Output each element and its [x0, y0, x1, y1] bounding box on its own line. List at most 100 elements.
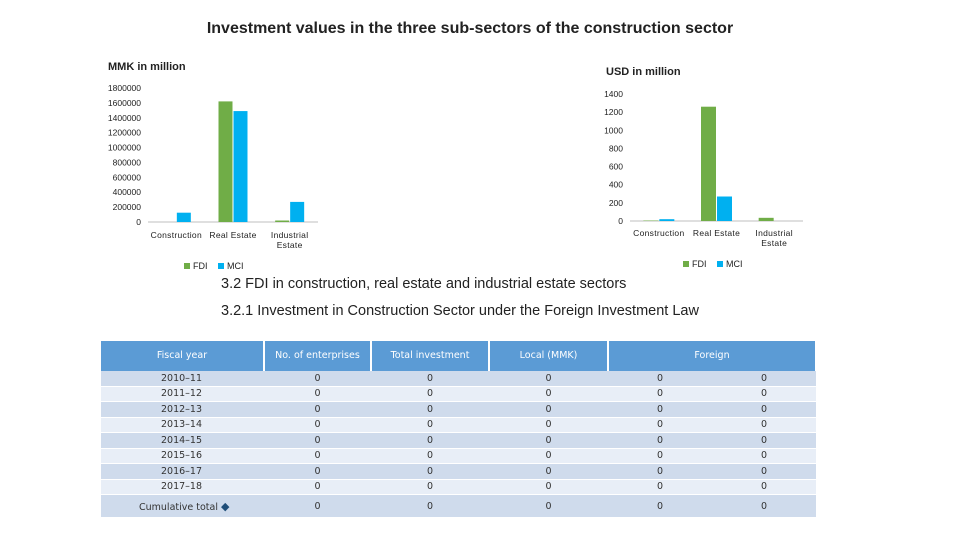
value-cell: 0: [264, 448, 371, 464]
value-cell: 0: [608, 448, 712, 464]
value-cell: 0: [371, 448, 489, 464]
chart-1-y-tick-1: 200000: [113, 202, 142, 212]
header-local: Local (MMK): [489, 341, 609, 371]
value-cell: 0: [371, 417, 489, 433]
chart-1-y-tick-2: 400000: [113, 187, 142, 197]
section-heading: 3.2 FDI in construction, real estate and…: [221, 276, 627, 292]
fiscal-year-cell: 2014–15: [101, 432, 264, 449]
value-cell: 0: [608, 401, 712, 418]
chart-2-legend-label-fdi: FDI: [692, 259, 707, 269]
chart-2-y-tick-1: 200: [609, 198, 623, 208]
chart-2-y-tick-0: 0: [618, 216, 623, 226]
value-cell: 0: [608, 371, 712, 387]
value-cell: 0: [712, 432, 817, 449]
chart-2-x-tick-2-line-1: Estate: [761, 238, 787, 248]
value-cell: 0: [712, 401, 817, 418]
total-label: Cumulative total: [139, 501, 221, 513]
total-row: Cumulative total ◆ 0 0 0 0 0: [101, 494, 817, 518]
chart-1-bar-mci-2: [290, 201, 305, 222]
value-cell: 0: [608, 386, 712, 402]
chart-1-unit-label: MMK in million: [108, 61, 186, 73]
chart-1-x-tick-2-line-1: Estate: [277, 240, 303, 250]
chart-2-y-tick-4: 800: [609, 143, 623, 153]
value-cell: 0: [608, 432, 712, 449]
chart-1-bar-mci-1: [233, 111, 248, 222]
value-cell: 0: [489, 463, 608, 480]
value-cell: 0: [489, 432, 608, 449]
chart-2-legend-swatch-fdi: [683, 261, 689, 267]
value-cell: 0: [371, 371, 489, 387]
value-cell: 0: [712, 371, 817, 387]
fiscal-year-cell: 2015–16: [101, 448, 264, 464]
chart-1-y-tick-6: 1200000: [108, 128, 141, 138]
chart-1-bar-mci-0: [176, 212, 191, 222]
table-row: 2010–11 0 0 0 0 0: [101, 371, 817, 387]
chart-2-y-tick-3: 600: [609, 162, 623, 172]
value-cell: 0: [264, 479, 371, 495]
table-row: 2015–16 0 0 0 0 0: [101, 448, 817, 464]
chart-2-x-tick-1: Real Estate: [693, 228, 740, 238]
value-cell: 0: [608, 463, 712, 480]
table-row: 2014–15 0 0 0 0 0: [101, 432, 817, 449]
chart-1-y-tick-8: 1600000: [108, 98, 141, 108]
chart-1-bar-fdi-1: [218, 101, 233, 222]
chart-2-bar-mci-1: [717, 196, 732, 221]
value-cell: 0: [371, 432, 489, 449]
value-cell: 0: [712, 417, 817, 433]
chart-1-legend-label-mci: MCI: [227, 261, 244, 271]
chart-1-legend-swatch-fdi: [184, 263, 190, 269]
chart-1-x-tick-2-line-0: Industrial: [271, 230, 309, 240]
chart-1-legend-label-fdi: FDI: [193, 261, 208, 271]
chart-2-y-tick-6: 1200: [604, 107, 623, 117]
value-cell: 0: [264, 386, 371, 402]
value-cell: 0: [371, 401, 489, 418]
fiscal-year-cell: 2017–18: [101, 479, 264, 495]
chart-2-legend-label-mci: MCI: [726, 259, 743, 269]
chart-1-y-tick-5: 1000000: [108, 143, 141, 153]
value-cell: 0: [712, 463, 817, 480]
total-value-cell: 0: [608, 494, 712, 518]
chart-1-y-tick-0: 0: [136, 217, 141, 227]
value-cell: 0: [264, 417, 371, 433]
fiscal-year-cell: 2010–11: [101, 371, 264, 387]
table-header-row: Fiscal year No. of enterprises Total inv…: [101, 341, 818, 371]
value-cell: 0: [608, 479, 712, 495]
value-cell: 0: [489, 386, 608, 402]
value-cell: 0: [264, 463, 371, 480]
value-cell: 0: [489, 371, 608, 387]
chart-1-bar-fdi-2: [275, 220, 290, 222]
value-cell: 0: [608, 417, 712, 433]
value-cell: 0: [489, 448, 608, 464]
chart-2-y-tick-2: 400: [609, 180, 623, 190]
chart-1-x-tick-0: Construction: [151, 230, 202, 240]
header-fiscal-year: Fiscal year: [101, 341, 265, 371]
fiscal-year-cell: 2011–12: [101, 386, 264, 402]
chart-2-unit-label: USD in million: [606, 66, 681, 78]
value-cell: 0: [712, 448, 817, 464]
value-cell: 0: [712, 386, 817, 402]
fiscal-year-cell: 2013–14: [101, 417, 264, 433]
header-foreign: Foreign: [608, 341, 818, 371]
chart-2-bar-fdi-1: [701, 106, 716, 221]
chart-2-x-tick-2-line-0: Industrial: [755, 228, 793, 238]
chart-2-legend-swatch-mci: [717, 261, 723, 267]
usd-bar-chart: 0 200 400 600 800 1000 1200 1400 Construction Rea…: [604, 89, 803, 269]
fiscal-year-cell: 2012–13: [101, 401, 264, 418]
header-total-investment: Total investment: [371, 341, 490, 371]
value-cell: 0: [264, 401, 371, 418]
value-cell: 0: [489, 417, 608, 433]
investment-table: Fiscal year No. of enterprises Total inv…: [101, 341, 818, 518]
chart-2-y-tick-7: 1400: [604, 89, 623, 99]
chart-1-y-tick-4: 800000: [113, 157, 142, 167]
table-row: 2011–12 0 0 0 0 0: [101, 386, 817, 402]
total-label-cell: Cumulative total ◆: [101, 494, 264, 518]
chart-1-legend-swatch-mci: [218, 263, 224, 269]
chart-2-bar-fdi-2: [758, 217, 774, 221]
value-cell: 0: [371, 386, 489, 402]
total-value-cell: 0: [371, 494, 489, 518]
table-row: 2012–13 0 0 0 0 0: [101, 401, 817, 418]
page-title: Investment values in the three sub-secto…: [206, 20, 734, 37]
table-row: 2017–18 0 0 0 0 0: [101, 479, 817, 495]
chart-1-y-tick-7: 1400000: [108, 113, 141, 123]
chart-1-y-tick-3: 600000: [113, 172, 142, 182]
